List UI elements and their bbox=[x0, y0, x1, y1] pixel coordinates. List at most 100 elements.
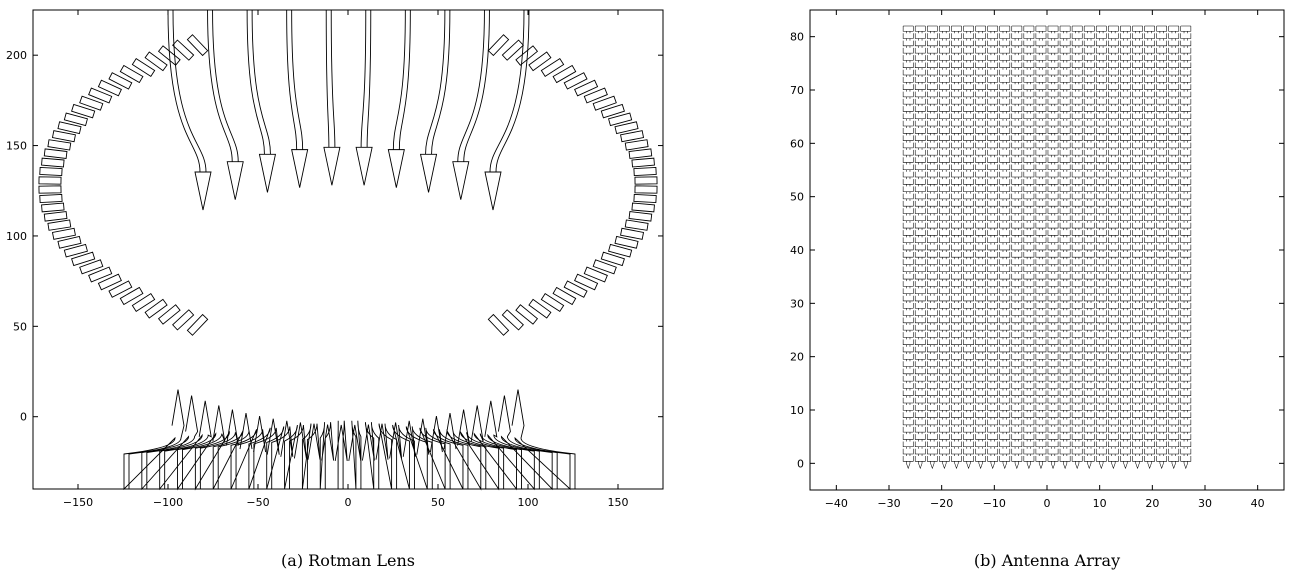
array-port-line bbox=[167, 9, 207, 172]
dummy-port bbox=[608, 243, 633, 258]
dummy-port bbox=[633, 193, 657, 204]
dummy-port bbox=[172, 309, 195, 331]
antenna-column bbox=[975, 25, 986, 470]
array-port-horn bbox=[291, 149, 309, 188]
dummy-port bbox=[634, 185, 658, 194]
antenna-column bbox=[1059, 25, 1071, 470]
dummy-port bbox=[39, 166, 63, 177]
antenna-column bbox=[914, 25, 926, 470]
array-port-line bbox=[286, 9, 304, 150]
array-port-horn bbox=[452, 161, 470, 200]
dummy-port bbox=[119, 64, 144, 84]
array-port-line bbox=[360, 9, 372, 148]
beam-port bbox=[123, 389, 185, 491]
antenna-column bbox=[1047, 25, 1059, 470]
array-port-horn bbox=[420, 153, 438, 193]
dummy-port bbox=[624, 139, 649, 151]
antenna-array-panel: −40 −30 −20 −10 0 10 20 30 40 0 10 20 30 40 50 60 70 80 (… bbox=[790, 9, 1285, 570]
antenna-array-x-tick-label: 40 bbox=[1251, 497, 1265, 510]
beam-port bbox=[319, 422, 335, 490]
dummy-port bbox=[574, 79, 599, 97]
dummy-port bbox=[540, 57, 565, 78]
beam-port bbox=[266, 420, 294, 490]
array-port-line bbox=[246, 9, 271, 155]
beam-port bbox=[361, 422, 380, 490]
beam-port bbox=[284, 422, 307, 490]
antenna-column bbox=[1180, 25, 1192, 470]
dummy-port bbox=[614, 121, 639, 135]
dummy-port bbox=[515, 45, 539, 66]
antenna-column bbox=[1108, 25, 1119, 470]
rotman-lens-x-tick-label: −50 bbox=[246, 496, 269, 509]
rotman-lens-y-tick-label: 150 bbox=[6, 140, 27, 153]
dummy-port bbox=[43, 211, 68, 222]
antenna-column bbox=[939, 25, 950, 470]
array-port-horn bbox=[323, 146, 341, 186]
dummy-port bbox=[563, 72, 588, 90]
beam-port bbox=[177, 405, 226, 491]
antenna-array-y-tick-label: 20 bbox=[790, 351, 804, 364]
beam-port bbox=[159, 400, 212, 491]
antenna-column bbox=[987, 25, 999, 470]
dummy-port bbox=[51, 130, 76, 143]
antenna-column bbox=[951, 25, 962, 470]
dummy-port bbox=[57, 121, 82, 135]
dummy-port bbox=[592, 259, 617, 275]
rotman-lens-ticks: −150 −100 −50 0 50 100 150 0 50 100 150 200 bbox=[6, 10, 663, 509]
antenna-column bbox=[999, 25, 1011, 470]
dummy-port bbox=[633, 166, 657, 177]
dummy-port bbox=[186, 34, 209, 57]
rotman-lens-panel: −150 −100 −50 0 50 100 150 0 50 100 150 200 (a) Rot… bbox=[6, 9, 664, 570]
rotman-lens-x-tick-label: 0 bbox=[345, 496, 352, 509]
dummy-port bbox=[634, 176, 658, 185]
dummy-port bbox=[51, 227, 76, 240]
array-port-line bbox=[392, 9, 411, 150]
beam-port bbox=[470, 405, 522, 491]
antenna-array-ticks: −40 −30 −20 −10 0 10 20 30 40 0 10 20 30 40 50 60 70 80 bbox=[790, 10, 1284, 510]
dummy-port bbox=[563, 280, 588, 298]
antenna-array-x-tick-label: −20 bbox=[930, 497, 953, 510]
beam-port bbox=[443, 412, 487, 491]
dummy-port bbox=[79, 259, 104, 275]
rotman-lens-x-tick-label: 50 bbox=[431, 496, 445, 509]
dummy-port bbox=[624, 219, 649, 231]
beam-port bbox=[212, 412, 253, 490]
antenna-array-drawing bbox=[902, 25, 1192, 470]
dummy-port bbox=[71, 251, 96, 267]
beam-port bbox=[348, 420, 362, 490]
dummy-port bbox=[574, 273, 599, 291]
antenna-column bbox=[963, 25, 974, 470]
rotman-lens-caption: (a) Rotman Lens bbox=[281, 551, 415, 570]
antenna-array-y-tick-label: 70 bbox=[790, 84, 804, 97]
antenna-array-x-tick-label: −30 bbox=[877, 497, 900, 510]
dummy-port bbox=[487, 313, 510, 336]
dummy-port bbox=[552, 64, 577, 84]
rotman-lens-y-tick-label: 50 bbox=[13, 320, 27, 333]
dummy-port bbox=[131, 57, 156, 78]
antenna-array-y-tick-label: 50 bbox=[790, 191, 804, 204]
antenna-column bbox=[1120, 25, 1131, 470]
dummy-port bbox=[108, 72, 133, 90]
rotman-lens-axes-frame bbox=[32, 9, 664, 490]
rotman-lens-y-tick-label: 200 bbox=[6, 49, 27, 62]
array-port-horn bbox=[387, 149, 405, 188]
array-port-horn bbox=[226, 161, 244, 200]
antenna-array-y-tick-label: 0 bbox=[797, 457, 804, 470]
dummy-port bbox=[592, 95, 617, 111]
antenna-array-x-tick-label: 30 bbox=[1198, 497, 1212, 510]
beam-port bbox=[334, 420, 348, 490]
rotman-lens-x-tick-label: 100 bbox=[518, 496, 539, 509]
antenna-array-caption: (b) Antenna Array bbox=[974, 551, 1120, 570]
dummy-port bbox=[88, 87, 113, 104]
dummy-port bbox=[119, 286, 144, 306]
dummy-port bbox=[186, 313, 209, 336]
antenna-column bbox=[1095, 25, 1107, 470]
array-port-horn bbox=[194, 171, 212, 211]
dummy-port bbox=[97, 79, 122, 97]
antenna-column bbox=[1011, 25, 1023, 470]
rotman-lens-y-tick-label: 0 bbox=[20, 411, 27, 424]
antenna-column bbox=[1168, 25, 1180, 470]
dummy-port bbox=[38, 185, 62, 194]
antenna-column bbox=[1144, 25, 1155, 470]
beam-port bbox=[497, 395, 558, 491]
